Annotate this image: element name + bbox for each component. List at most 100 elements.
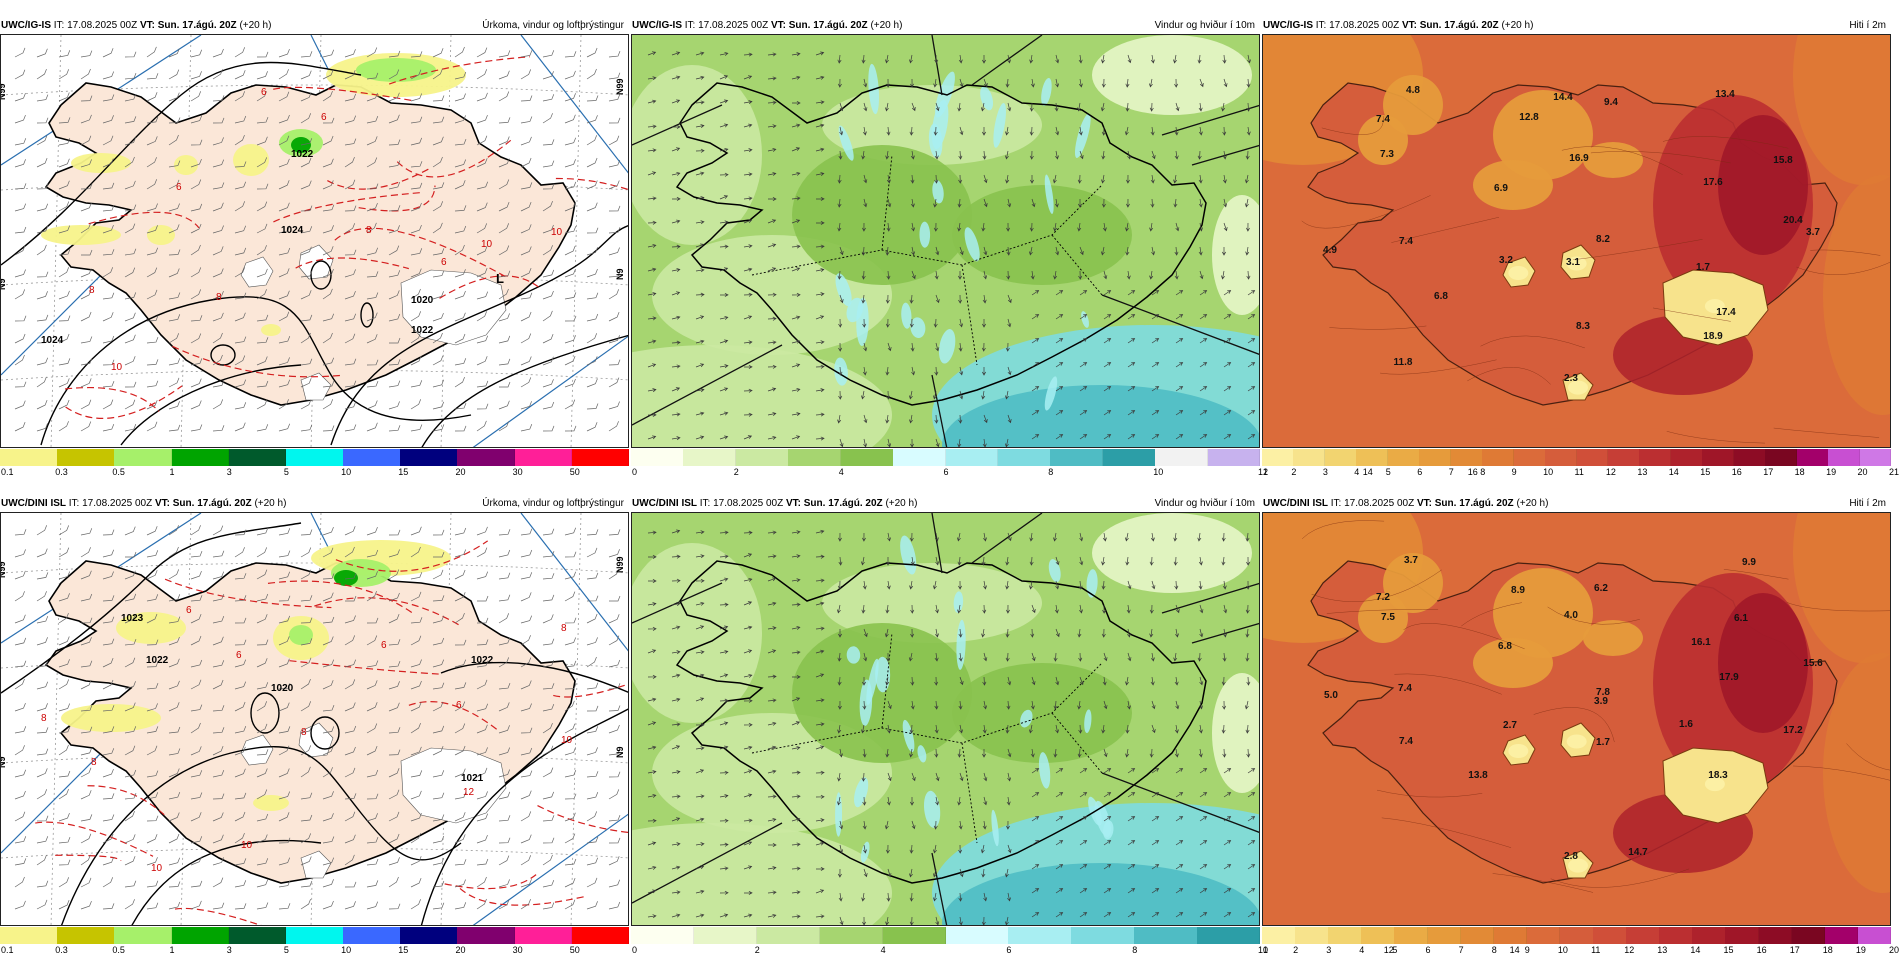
- colorbar-swatch: [1725, 927, 1760, 944]
- run-info: UWC/IG-IS IT: 17.08.2025 00Z VT: Sun. 17…: [1, 17, 271, 34]
- temperature-label: 16.1: [1691, 637, 1711, 648]
- colorbar-swatch: [631, 449, 684, 466]
- colorbar-swatch: [114, 927, 173, 944]
- colorbar: 1 2 3 4 5 6 7 8 9 10 11 12 13 14 15 16 17 18 19 20 21: [1262, 449, 1899, 479]
- panel-title: Úrkoma, vindur og loftþrýstingur: [482, 20, 624, 31]
- colorbar-swatch: [514, 927, 573, 944]
- panel-title: Hiti í 2m: [1849, 20, 1886, 31]
- colorbar-swatch: [1692, 927, 1726, 944]
- temperature-label: 12.8: [1519, 112, 1539, 123]
- colorbar-swatch: [514, 449, 573, 466]
- temperature-label: 2.7: [1503, 720, 1517, 731]
- colorbar-swatch: [1295, 927, 1329, 944]
- map-temp: 4.8 14.4 9.4 13.4 7.4 12.8 7.3 16.9 6.9 17.6 15.8 2…: [1263, 35, 1890, 447]
- panel-title: Vindur og hviður í 10m: [1154, 498, 1255, 509]
- valid-time-value: Sun. 17.ágú. 20Z: [1419, 20, 1499, 31]
- temperature-label: 14.7: [1628, 847, 1648, 858]
- colorbar-swatch: [1071, 927, 1135, 944]
- contour-label: 6: [261, 87, 267, 98]
- colorbar-tick: 2: [1293, 945, 1299, 955]
- contour-label: 8: [561, 623, 567, 634]
- contour-label: 1022: [146, 655, 169, 666]
- panel-header: UWC/DINI ISL IT: 17.08.2025 00Z VT: Sun.…: [631, 495, 1260, 512]
- wind-arrows: [647, 51, 1256, 447]
- colorbar-tick: 30: [512, 945, 523, 955]
- colorbar-swatch: [285, 927, 344, 944]
- colorbar-tick: 8: [1132, 945, 1138, 955]
- colorbar-swatch: [171, 927, 230, 944]
- map-temp: 3.7 9.9 7.2 8.9 6.2 7.5 4.0 6.1 6.8 16.1 15.6 7.4 17…: [1263, 513, 1890, 925]
- temperature-label: 16.9: [1569, 153, 1589, 164]
- lead-time: (+20 h): [1501, 20, 1534, 31]
- colorbar-tick: 19: [1826, 467, 1837, 477]
- latitude-label: N9: [1, 278, 7, 290]
- colorbar-swatch: [1824, 927, 1859, 944]
- latitude-label: N99: [615, 556, 625, 573]
- valid-time-label: VT:: [770, 20, 786, 31]
- colorbar-tick: 2: [754, 945, 760, 955]
- colorbar-swatch: [171, 449, 230, 466]
- colorbar-swatch: [1050, 449, 1104, 466]
- temperature-label: 7.8: [1596, 687, 1610, 698]
- panel-title: Hiti í 2m: [1849, 498, 1886, 509]
- contour-label: 8: [216, 292, 222, 303]
- temperature-label: 6.1: [1734, 613, 1748, 624]
- colorbar-swatch: [1513, 449, 1546, 466]
- colorbar-tick: 0.1: [1, 467, 14, 477]
- temperature-label: 14.4: [1553, 92, 1573, 103]
- colorbar-tick: 10: [1543, 467, 1554, 477]
- valid-time-value: Sun. 17.ágú. 20Z: [788, 20, 868, 31]
- colorbar-tick: 5: [283, 945, 289, 955]
- temperature-label: 8.9: [1511, 585, 1525, 596]
- colorbar-tick: 11: [1591, 945, 1601, 955]
- temperature-label: 13.8: [1468, 770, 1488, 781]
- colorbar-swatch: [945, 927, 1009, 944]
- contour-label: 8: [91, 757, 97, 768]
- model-name: UWC/IG-IS: [1, 20, 51, 31]
- colorbar-tick: 6: [1425, 945, 1431, 955]
- panel-header: UWC/IG-IS IT: 17.08.2025 00Z VT: Sun. 17…: [631, 17, 1260, 34]
- colorbar-tick: 11: [1574, 467, 1584, 477]
- colorbar-swatch: [1328, 927, 1362, 944]
- forecast-panel-precip: UWC/DINI ISL IT: 17.08.2025 00Z VT: Sun.…: [0, 495, 630, 957]
- colorbar-tick: 16: [1731, 467, 1742, 477]
- coastline: [675, 560, 1207, 884]
- init-time-label: IT:: [68, 498, 80, 509]
- valid-time-label: VT:: [785, 498, 801, 509]
- colorbar-swatch: [1102, 449, 1156, 466]
- colorbar-tick: 3: [1322, 467, 1328, 477]
- model-name: UWC/DINI ISL: [1263, 498, 1328, 509]
- map-area: 3.7 9.9 7.2 8.9 6.2 7.5 4.0 6.1 6.8 16.1 15.6 7.4 17…: [1262, 512, 1891, 926]
- temperature-label: 1.7: [1696, 262, 1710, 273]
- colorbar-tick: 15: [398, 467, 409, 477]
- colorbar-swatch: [631, 927, 695, 944]
- colorbar-tick: 5: [1385, 467, 1391, 477]
- colorbar-swatch: [400, 449, 458, 466]
- colorbar-tick: 50: [569, 945, 580, 955]
- temperature-label: 2.8: [1564, 851, 1578, 862]
- colorbar-swatch: [1394, 927, 1429, 944]
- temperature-label: 6.9: [1494, 183, 1508, 194]
- colorbar-tick: 2: [1291, 467, 1297, 477]
- map-area: [631, 512, 1260, 926]
- colorbar-swatch: [285, 449, 344, 466]
- init-time-value: 17.08.2025 00Z: [82, 498, 153, 509]
- contour-label: 8: [41, 713, 47, 724]
- colorbar-tick: 20: [1889, 945, 1900, 955]
- colorbar-swatch: [1134, 927, 1198, 944]
- colorbar-swatch: [457, 927, 516, 944]
- colorbar-swatch: [693, 927, 758, 944]
- contour-label: 1022: [411, 325, 434, 336]
- colorbar-swatch: [1639, 449, 1672, 466]
- colorbar-tick: 0: [632, 467, 638, 477]
- init-time-value: 17.08.2025 00Z: [1344, 498, 1415, 509]
- temperature-label: 1.6: [1679, 719, 1693, 730]
- temperature-label: 7.2: [1376, 592, 1390, 603]
- temperature-label: 7.4: [1376, 114, 1390, 125]
- colorbar-swatch: [1758, 927, 1793, 944]
- low-pressure-label: L: [496, 271, 504, 286]
- latitude-label: N9: [615, 746, 625, 758]
- colorbar-tick: 8: [1048, 467, 1054, 477]
- colorbar-swatch: [1607, 449, 1640, 466]
- temperature-label: 3.2: [1499, 255, 1513, 266]
